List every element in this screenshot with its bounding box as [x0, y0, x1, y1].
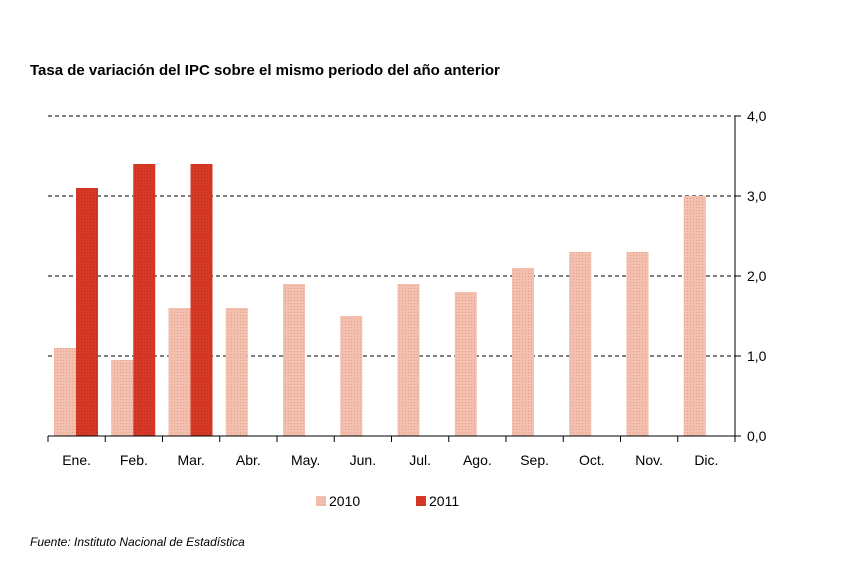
x-tick-label: Mar.	[178, 452, 205, 468]
bar-2010-abr	[225, 308, 248, 436]
bar-2011-ene	[76, 188, 98, 436]
bar-2010-mar	[168, 308, 191, 436]
x-tick-label: Ene.	[62, 452, 91, 468]
x-tick-label: Jul.	[409, 452, 431, 468]
x-tick-label: Nov.	[635, 452, 663, 468]
bar-2010-nov	[626, 252, 649, 436]
bar-2010-jun	[340, 316, 363, 436]
x-tick-label: Ago.	[463, 452, 492, 468]
bar-2010-oct	[569, 252, 592, 436]
y-tick-label: 3,0	[747, 188, 767, 204]
bar-2011-mar	[190, 164, 213, 436]
y-tick-label: 1,0	[747, 348, 767, 364]
y-tick-label: 4,0	[747, 108, 767, 124]
bar-2010-dic	[683, 196, 706, 436]
x-tick-label: Sep.	[520, 452, 549, 468]
bar-2010-may	[283, 284, 305, 436]
chart-title: Tasa de variación del IPC sobre el mismo…	[30, 62, 500, 79]
legend-label-2011: 2011	[429, 493, 459, 509]
x-tick-label: Jun.	[350, 452, 376, 468]
bar-2010-sep	[512, 268, 534, 436]
y-tick-label: 0,0	[747, 428, 767, 444]
legend-label-2010: 2010	[329, 493, 360, 509]
source-note: Fuente: Instituto Nacional de Estadístic…	[30, 535, 245, 549]
y-tick-label: 2,0	[747, 268, 767, 284]
x-tick-label: Feb.	[120, 452, 148, 468]
x-tick-label: Dic.	[694, 452, 718, 468]
bar-2010-jul	[397, 284, 420, 436]
x-tick-label: May.	[291, 452, 320, 468]
bar-2010-feb	[111, 360, 134, 436]
bar-2010-ene	[54, 348, 76, 436]
x-tick-label: Oct.	[579, 452, 605, 468]
bar-2011-feb	[133, 164, 156, 436]
bar-2010-ago	[454, 292, 477, 436]
legend-swatch-2011	[416, 496, 426, 506]
x-tick-label: Abr.	[236, 452, 261, 468]
legend-swatch-2010	[316, 496, 326, 506]
